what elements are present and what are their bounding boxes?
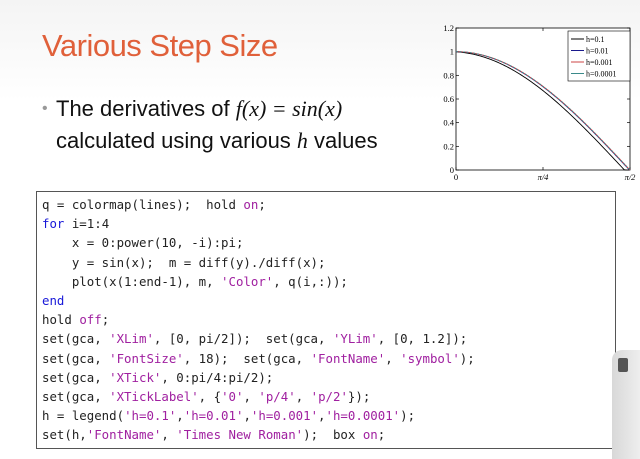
y-tick-label: 0.4	[443, 118, 454, 128]
code-string: 'h=0.001'	[250, 408, 319, 424]
bullet-line-2: calculated using various h values	[42, 125, 442, 157]
code-line: set(gca, 'XTick', 0:pi/4:pi/2);	[42, 370, 273, 385]
code-text: ,	[295, 389, 311, 405]
code-text: ,	[318, 408, 326, 424]
code-line: set(gca, 'FontSize', 18); set(gca, 'Font…	[42, 351, 475, 366]
legend-entry: h=0.01	[586, 47, 609, 56]
code-text: ,	[243, 389, 259, 405]
code-string: 'Times New Roman'	[176, 427, 304, 443]
code-string: 'symbol'	[400, 350, 460, 366]
code-text: set(gca,	[42, 389, 110, 405]
code-string: 'XLim'	[109, 331, 154, 347]
y-tick-label: 1.2	[443, 23, 454, 33]
code-text: , q(i,:));	[273, 273, 348, 289]
code-line: hold off;	[42, 312, 109, 327]
code-box	[36, 191, 616, 449]
code-text: , [0, pi/2]); set(gca,	[153, 331, 333, 347]
code-text: hold	[42, 312, 80, 328]
code-text: ;	[101, 312, 110, 328]
code-string: on	[243, 197, 259, 212]
code-text: , [0, 1.2]);	[377, 331, 468, 347]
y-tick-label: 1	[450, 47, 454, 57]
legend-entry: h=0.001	[586, 58, 613, 67]
code-text: q = colormap(lines); hold	[42, 197, 244, 212]
corner-knob	[618, 358, 628, 372]
code-text: x = 0:power(10, -i):pi;	[42, 235, 244, 251]
code-string: 'p/4'	[258, 389, 296, 405]
code-text: set(gca,	[42, 369, 110, 385]
code-line: x = 0:power(10, -i):pi;	[42, 235, 244, 251]
code-string: 'p/2'	[310, 389, 348, 405]
legend-entry: h=0.1	[586, 35, 605, 44]
bullet-line-1-prefix: The derivatives of	[56, 96, 236, 121]
code-line: set(h,'FontName', 'Times New Roman'); bo…	[42, 427, 385, 442]
plot-svg: 0 0.2 0.4 0.6 0.8 1 1.2 0 π/4 π/2 h=0.1 h=0.01 h=0.0…	[443, 23, 637, 182]
bullet-line-2-suffix: values	[307, 128, 378, 153]
code-text: ,	[161, 427, 177, 443]
code-text: set(h,	[42, 427, 87, 443]
code-line: y = sin(x); m = diff(y)./diff(x);	[42, 254, 326, 270]
code-string: off	[79, 312, 102, 328]
code-line: h = legend('h=0.1','h=0.01','h=0.001','h…	[42, 408, 415, 423]
bullet-math-h: h	[296, 128, 308, 153]
code-text: ,	[385, 350, 401, 366]
code-string: 'FontName'	[86, 427, 162, 443]
code-keyword: end	[42, 293, 65, 309]
slide-title: Various Step Size	[42, 28, 278, 63]
derivative-plot: 0 0.2 0.4 0.6 0.8 1 1.2 0 π/4 π/2 h=0.1 h=0.01 h=0.0…	[430, 22, 640, 182]
code-line: set(gca, 'XTickLabel', {'0', 'p/4', 'p/2…	[42, 389, 370, 404]
code-text: set(gca,	[42, 331, 110, 347]
bullet-text: • The derivatives of f(x) = sin(x) calcu…	[42, 93, 442, 157]
code-text: ;	[377, 427, 386, 443]
code-text: );	[400, 408, 416, 424]
x-tick-label: π/4	[538, 172, 550, 182]
code-line: for i=1:4	[42, 216, 109, 231]
code-string: 'h=0.0001'	[325, 408, 401, 424]
code-string: 'FontSize'	[109, 350, 184, 366]
code-text: h = legend(	[42, 408, 125, 424]
code-string: 'h=0.1'	[124, 408, 177, 424]
x-tick-label: 0	[454, 172, 458, 182]
code-text: set(gca,	[42, 350, 110, 366]
code-text: , {	[198, 389, 222, 405]
code-string: 'YLim'	[332, 331, 378, 347]
code-string: on	[362, 427, 378, 443]
code-text: i=1:4	[64, 216, 110, 232]
code-text: });	[347, 389, 371, 405]
series-line-h-0-0001	[455, 51, 631, 171]
code-text: ); box	[303, 427, 363, 443]
code-keyword: for	[42, 216, 65, 232]
code-string: 'XTickLabel'	[109, 389, 199, 405]
code-string: '0'	[221, 389, 244, 405]
bullet-line-2-prefix: calculated using various	[56, 128, 297, 153]
code-line: q = colormap(lines); hold on;	[42, 197, 266, 212]
code-line: plot(x(1:end-1), m, 'Color', q(i,:));	[42, 274, 348, 289]
y-tick-label: 0	[450, 165, 454, 175]
y-tick-label: 0.6	[443, 94, 454, 104]
legend-entry: h=0.0001	[586, 70, 617, 79]
code-string: 'Color'	[221, 273, 274, 289]
matlab-code: q = colormap(lines); hold on; for i=1:4 …	[42, 195, 475, 445]
code-text: , 0:pi/4:pi/2);	[161, 369, 274, 385]
code-string: 'XTick'	[109, 369, 162, 385]
code-text: ,	[176, 408, 184, 424]
series-line-h-0-1	[455, 51, 630, 171]
code-text: plot(x(1:end-1), m,	[42, 273, 222, 289]
bullet-math-function: f(x) = sin(x)	[235, 96, 343, 121]
code-line: end	[42, 293, 64, 308]
bullet-dot-icon: •	[42, 100, 48, 117]
code-line: set(gca, 'XLim', [0, pi/2]); set(gca, 'Y…	[42, 331, 467, 346]
code-text: ;	[258, 197, 266, 212]
bullet-line-1: The derivatives of f(x) = sin(x)	[42, 93, 442, 125]
corner-device-image	[612, 350, 640, 459]
code-text: );	[459, 350, 475, 366]
code-text: ,	[243, 408, 251, 424]
code-string: 'FontName'	[310, 350, 386, 366]
code-text: y = sin(x); m = diff(y)./diff(x);	[42, 254, 326, 270]
code-text: , 18); set(gca,	[183, 350, 311, 366]
y-tick-label: 0.8	[443, 70, 454, 80]
x-tick-label: π/2	[625, 172, 637, 182]
code-string: 'h=0.01'	[183, 408, 244, 424]
y-tick-label: 0.2	[443, 141, 454, 151]
